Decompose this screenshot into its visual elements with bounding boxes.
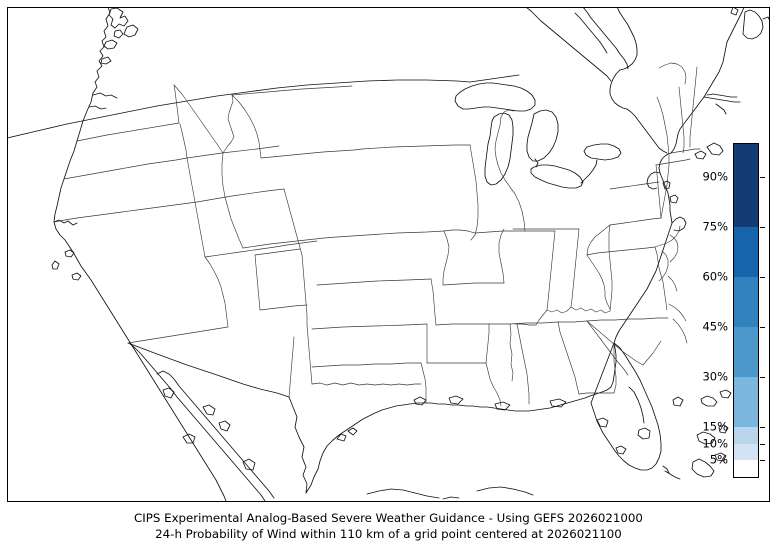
- coastline-pacific-northwest: [76, 8, 139, 142]
- colorbar-tick-label: 45%: [702, 319, 728, 334]
- colorbar: 5% 10% 15% 30% 45% 60% 75% 90%: [702, 143, 765, 478]
- coastline-south: [366, 486, 534, 500]
- coastline-west: [51, 140, 227, 501]
- colorbar-tick-mark: [760, 460, 765, 462]
- colorbar-tick-label: 10%: [702, 435, 728, 450]
- coastline-baja: [128, 342, 275, 501]
- colorbar-band-0-5: [734, 460, 758, 477]
- border-us-mexico: [127, 342, 308, 494]
- colorbar-tick-mark: [760, 377, 765, 379]
- great-lakes: [454, 82, 622, 189]
- colorbar-bands: [734, 144, 758, 477]
- colorbar-tick-label: 75%: [702, 219, 728, 234]
- colorbar-band-5-10: [734, 443, 758, 461]
- islands-bahamas: [691, 8, 739, 478]
- colorbar-tick-mark: [760, 327, 765, 329]
- colorbar-band-75-100: [734, 144, 758, 228]
- colorbar-tick-label: 5%: [709, 452, 728, 467]
- border-us-canada: [8, 79, 471, 139]
- colorbar-tick-mark: [760, 177, 765, 179]
- colorbar-tick-mark: [760, 277, 765, 279]
- figure-caption: CIPS Experimental Analog-Based Severe We…: [0, 510, 777, 542]
- coastline-florida: [589, 342, 681, 480]
- map-geography: [8, 8, 769, 501]
- colorbar-band-15-30: [734, 377, 758, 427]
- colorbar-tick-label: 30%: [702, 369, 728, 384]
- colorbar-tick-mark: [760, 427, 765, 429]
- colorbar-band-10-15: [734, 427, 758, 444]
- state-borders-plains: [311, 116, 588, 407]
- colorbar-tick-label: 60%: [702, 269, 728, 284]
- state-borders-east: [500, 62, 701, 395]
- coastline-canada-east: [469, 8, 769, 154]
- coastline-gulf: [305, 395, 684, 494]
- caption-line-1: CIPS Experimental Analog-Based Severe We…: [134, 511, 643, 525]
- colorbar-tick-label: 15%: [702, 419, 728, 434]
- colorbar-band-45-60: [734, 277, 758, 328]
- colorbar-tick-mark: [760, 227, 765, 229]
- colorbar-tick-label: 90%: [702, 169, 728, 184]
- map-axes: [7, 7, 770, 502]
- state-borders-west: [53, 84, 363, 398]
- colorbar-band-60-75: [734, 227, 758, 278]
- caption-line-2: 24-h Probability of Wind within 110 km o…: [155, 527, 622, 541]
- colorbar-tick-mark: [760, 443, 765, 445]
- colorbar-band-30-45: [734, 327, 758, 378]
- coastline-atlantic: [613, 41, 741, 344]
